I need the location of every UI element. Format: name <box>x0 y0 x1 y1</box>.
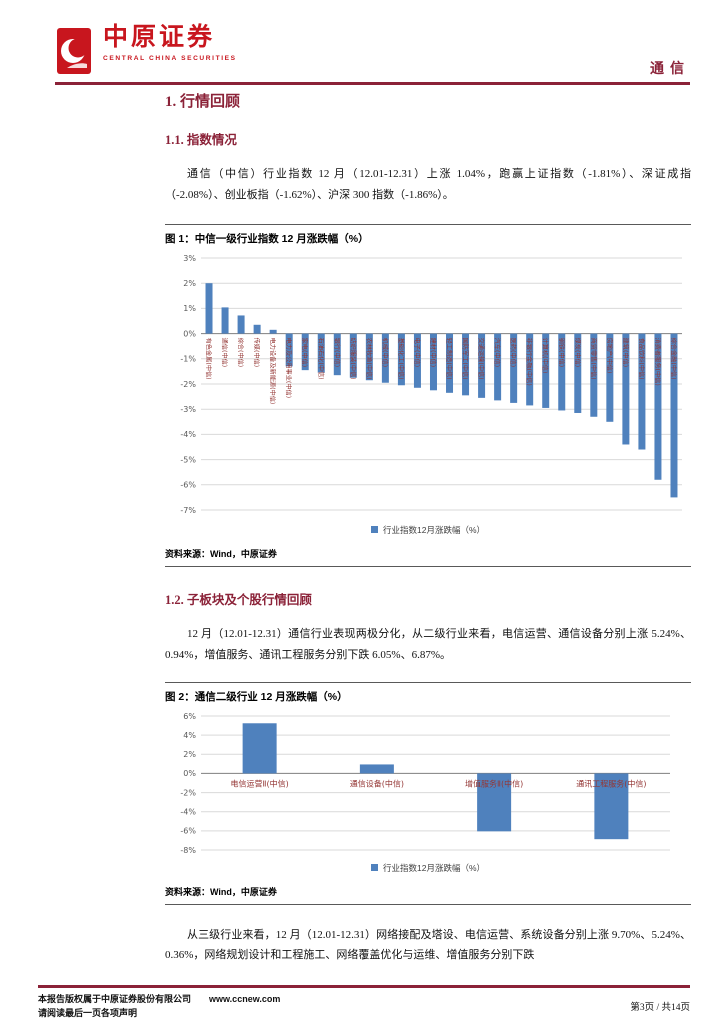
section-title-1-2: 1.2. 子板块及个股行情回顾 <box>165 592 312 607</box>
section-title-1-1: 1.1. 指数情况 <box>165 133 237 147</box>
svg-text:非银行金融(中信): 非银行金融(中信) <box>525 337 533 385</box>
brand-block: 中原证券 CENTRAL CHINA SECURITIES <box>103 24 237 62</box>
figure-1: 图 1：中信一级行业指数 12 月涨跌幅（%） 3% 2% 1% 0% -1% -2% -3… <box>165 223 691 567</box>
svg-text:电力及公用事业(中信): 电力及公用事业(中信) <box>285 337 293 398</box>
footer-left: 本报告版权属于中原证券股份有限公司 www.ccnew.com 请阅读最后一页各项… <box>38 992 280 1021</box>
footer-copyright: 本报告版权属于中原证券股份有限公司 <box>38 994 192 1004</box>
svg-text:-4%: -4% <box>180 430 196 439</box>
figure-2-caption: 图 2：通信二级行业 12 月涨跌幅（%） <box>165 690 348 703</box>
svg-text:通信设备(中信): 通信设备(中信) <box>350 778 404 788</box>
svg-text:6%: 6% <box>183 711 196 720</box>
svg-text:4%: 4% <box>183 731 196 740</box>
figure-2: 图 2：通信二级行业 12 月涨跌幅（%） 6% 4% 2% 0% -2% -4% -6% -… <box>165 681 691 905</box>
legend-swatch-icon <box>370 526 378 534</box>
svg-text:-3%: -3% <box>180 405 196 414</box>
svg-text:0%: 0% <box>183 329 196 338</box>
svg-text:消费者服务(中信): 消费者服务(中信) <box>653 337 661 385</box>
figure-2-legend-label: 行业指数12月涨跌幅（%） <box>382 862 485 873</box>
svg-text:电子(中信): 电子(中信) <box>413 337 421 367</box>
footer-copyright-line: 本报告版权属于中原证券股份有限公司 www.ccnew.com <box>38 992 280 1006</box>
footer-website-link[interactable]: www.ccnew.com <box>209 994 281 1004</box>
svg-text:纺织服装(中信): 纺织服装(中信) <box>349 337 357 379</box>
svg-text:0%: 0% <box>183 769 196 778</box>
svg-text:基础化工(中信): 基础化工(中信) <box>397 337 405 379</box>
paragraph-index-summary: 通信（中信）行业指数 12 月（12.01-12.31）上涨 1.04%，跑赢上… <box>165 168 691 201</box>
svg-text:农林牧渔(中信): 农林牧渔(中信) <box>365 337 373 379</box>
svg-text:通信(中信): 通信(中信) <box>221 337 229 367</box>
legend-swatch-icon <box>370 864 378 872</box>
paragraph-tertiary-summary: 从三级行业来看，12 月（12.01-12.31）网络接配及塔设、电信运营、系统… <box>165 928 691 962</box>
svg-text:汽车(中信): 汽车(中信) <box>493 337 501 367</box>
svg-text:2%: 2% <box>183 279 196 288</box>
svg-text:医药(中信): 医药(中信) <box>509 337 517 367</box>
paragraph-subsector-summary: 12 月（12.01-12.31）通信行业表现两极分化，从二级行业来看，电信运营… <box>165 627 691 661</box>
svg-text:钢铁(中信): 钢铁(中信) <box>557 337 565 367</box>
brand-name-en: CENTRAL CHINA SECURITIES <box>103 54 237 62</box>
svg-text:国防军工(中信): 国防军工(中信) <box>461 337 469 379</box>
svg-text:-6%: -6% <box>180 480 196 489</box>
figure-2-legend: 行业指数12月涨跌幅（%） <box>165 860 691 878</box>
svg-text:综合(中信): 综合(中信) <box>237 337 245 367</box>
brand-name-cn: 中原证券 <box>103 24 216 51</box>
svg-text:-1%: -1% <box>180 354 196 363</box>
svg-text:-6%: -6% <box>180 826 196 835</box>
footer-divider <box>38 985 690 988</box>
svg-text:通讯工程服务(中信): 通讯工程服务(中信) <box>576 778 646 788</box>
figure-1-legend-label: 行业指数12月涨跌幅（%） <box>382 524 485 535</box>
svg-text:商贸零售(中信): 商贸零售(中信) <box>589 337 597 379</box>
svg-text:2%: 2% <box>183 750 196 759</box>
svg-text:房地产(中信): 房地产(中信) <box>605 337 613 373</box>
company-logo-icon <box>57 28 91 74</box>
svg-text:轻工制造(中信): 轻工制造(中信) <box>445 337 453 379</box>
svg-text:电力设备及新能源(中信): 电力设备及新能源(中信) <box>269 337 277 404</box>
svg-text:-5%: -5% <box>180 455 196 464</box>
svg-text:增值服务Ⅱ(中信): 增值服务Ⅱ(中信) <box>465 778 523 788</box>
svg-text:机械(中信): 机械(中信) <box>381 337 389 367</box>
svg-text:计算机(中信): 计算机(中信) <box>541 337 549 373</box>
svg-text:石油石化(中信): 石油石化(中信) <box>317 337 325 379</box>
svg-text:-8%: -8% <box>180 845 196 854</box>
report-header: 中原证券 CENTRAL CHINA SECURITIES <box>55 24 237 76</box>
svg-text:1%: 1% <box>183 304 196 313</box>
industry-tag: 通信 <box>650 62 690 77</box>
svg-text:银行(中信): 银行(中信) <box>333 337 341 367</box>
svg-text:有色金属(中信): 有色金属(中信) <box>205 337 213 379</box>
header-divider <box>55 82 690 85</box>
svg-text:3%: 3% <box>183 254 196 263</box>
svg-text:建材(中信): 建材(中信) <box>429 337 437 367</box>
svg-text:电信运营Ⅱ(中信): 电信运营Ⅱ(中信) <box>231 778 289 788</box>
svg-text:家电(中信): 家电(中信) <box>301 337 309 367</box>
svg-text:食品饮料(中信): 食品饮料(中信) <box>637 337 645 379</box>
figure-1-caption: 图 1：中信一级行业指数 12 月涨跌幅（%） <box>165 232 369 245</box>
footer-page-number: 第3页 / 共14页 <box>630 1003 690 1013</box>
footer-disclaimer: 请阅读最后一页各项声明 <box>38 1008 138 1019</box>
svg-text:综合金融(中信): 综合金融(中信) <box>669 337 677 379</box>
figure-2-source: 资料来源：Wind，中原证券 <box>165 886 277 897</box>
svg-text:交通运输(中信): 交通运输(中信) <box>477 337 485 379</box>
figure-1-source: 资料来源：Wind，中原证券 <box>165 548 277 559</box>
figure-1-legend: 行业指数12月涨跌幅（%） <box>165 522 691 540</box>
svg-text:-7%: -7% <box>180 506 196 515</box>
figure-1-bar-chart: 3% 2% 1% 0% -1% -2% -3% -4% -5% -6% -7% 有色金属(中信) 通信(… <box>165 250 690 522</box>
svg-text:-2%: -2% <box>180 788 196 797</box>
main-content: 1. 行情回顾 1.1. 指数情况 通信（中信）行业指数 12 月（12.01-… <box>165 90 691 966</box>
svg-text:煤炭(中信): 煤炭(中信) <box>573 337 581 367</box>
svg-text:传媒(中信): 传媒(中信) <box>253 337 261 367</box>
section-title-1: 1. 行情回顾 <box>165 94 241 110</box>
figure-2-bar-chart: 6% 4% 2% 0% -2% -4% -6% -8% 电信运营Ⅱ(中信) 通信设备(中信) 增值服… <box>165 708 690 860</box>
svg-text:建筑(中信): 建筑(中信) <box>621 337 629 367</box>
svg-text:-2%: -2% <box>180 380 196 389</box>
svg-text:-4%: -4% <box>180 807 196 816</box>
